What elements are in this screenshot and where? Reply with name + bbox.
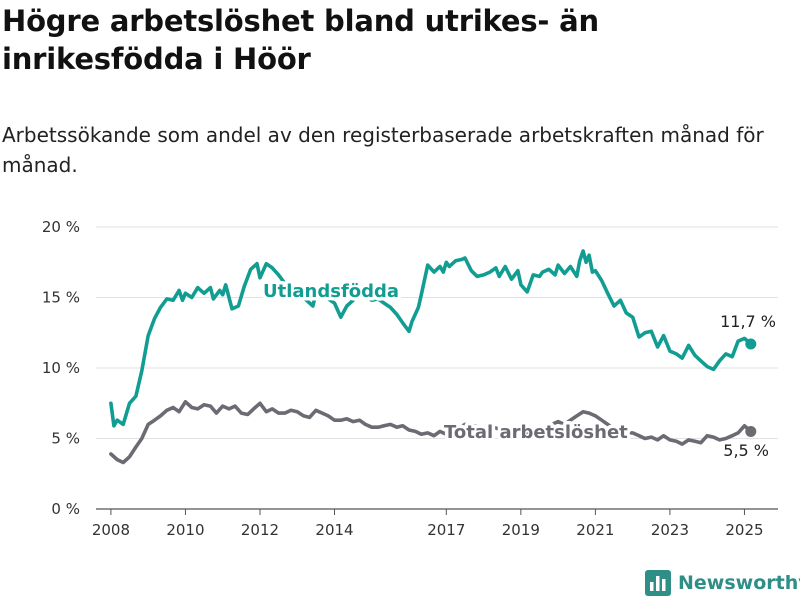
chart-subtitle: Arbetssökande som andel av den registerb… bbox=[2, 123, 764, 177]
series-end-point-utlandsf-dda bbox=[745, 338, 757, 350]
x-tick-label: 2017 bbox=[427, 521, 465, 539]
x-tick-label: 2012 bbox=[241, 521, 279, 539]
series-lines bbox=[109, 249, 757, 465]
x-tick-label: 2025 bbox=[725, 521, 763, 539]
x-tick-label: 2008 bbox=[92, 521, 130, 539]
series-label-total-arbetsl-shet: Total arbetslöshet bbox=[444, 422, 628, 443]
y-tick-label: 5 % bbox=[51, 430, 80, 448]
series-label-utlandsf-dda: Utlandsfödda bbox=[263, 281, 399, 302]
y-tick-label: 10 % bbox=[42, 359, 80, 377]
x-tick-label: 2014 bbox=[315, 521, 353, 539]
series-end-label-utlandsf-dda: 11,7 % bbox=[720, 312, 776, 331]
y-tick-label: 15 % bbox=[42, 289, 80, 307]
series-end-point-total-arbetsl-shet bbox=[745, 425, 757, 437]
series-line-utlandsf-dda bbox=[109, 249, 753, 428]
brand-name: Newsworthy bbox=[678, 572, 800, 594]
x-tick-label: 2021 bbox=[576, 521, 614, 539]
x-axis: 2008 2010 2012 2014 2017 2019 2021 2023 2025 bbox=[92, 509, 764, 539]
newsworthy-logo-icon bbox=[645, 570, 671, 596]
y-axis: 0 % 5 % 10 % 15 % 20 % bbox=[42, 218, 80, 518]
series-labels: Utlandsfödda 11,7 % Total arbetslöshet 5,5 … bbox=[260, 278, 777, 461]
x-tick-label: 2019 bbox=[502, 521, 540, 539]
grid-lines bbox=[96, 226, 778, 510]
x-tick-label: 2010 bbox=[166, 521, 204, 539]
y-tick-label: 20 % bbox=[42, 218, 80, 236]
y-tick-label: 0 % bbox=[51, 500, 80, 518]
newsworthy-logo: Newsworthy bbox=[645, 568, 800, 598]
series-end-label-total-arbetsl-shet: 5,5 % bbox=[723, 441, 769, 460]
chart-title: Högre arbetslöshet bland utrikes- än inr… bbox=[2, 4, 599, 76]
x-tick-label: 2023 bbox=[651, 521, 689, 539]
series-line-total-arbetsl-shet bbox=[109, 400, 753, 465]
